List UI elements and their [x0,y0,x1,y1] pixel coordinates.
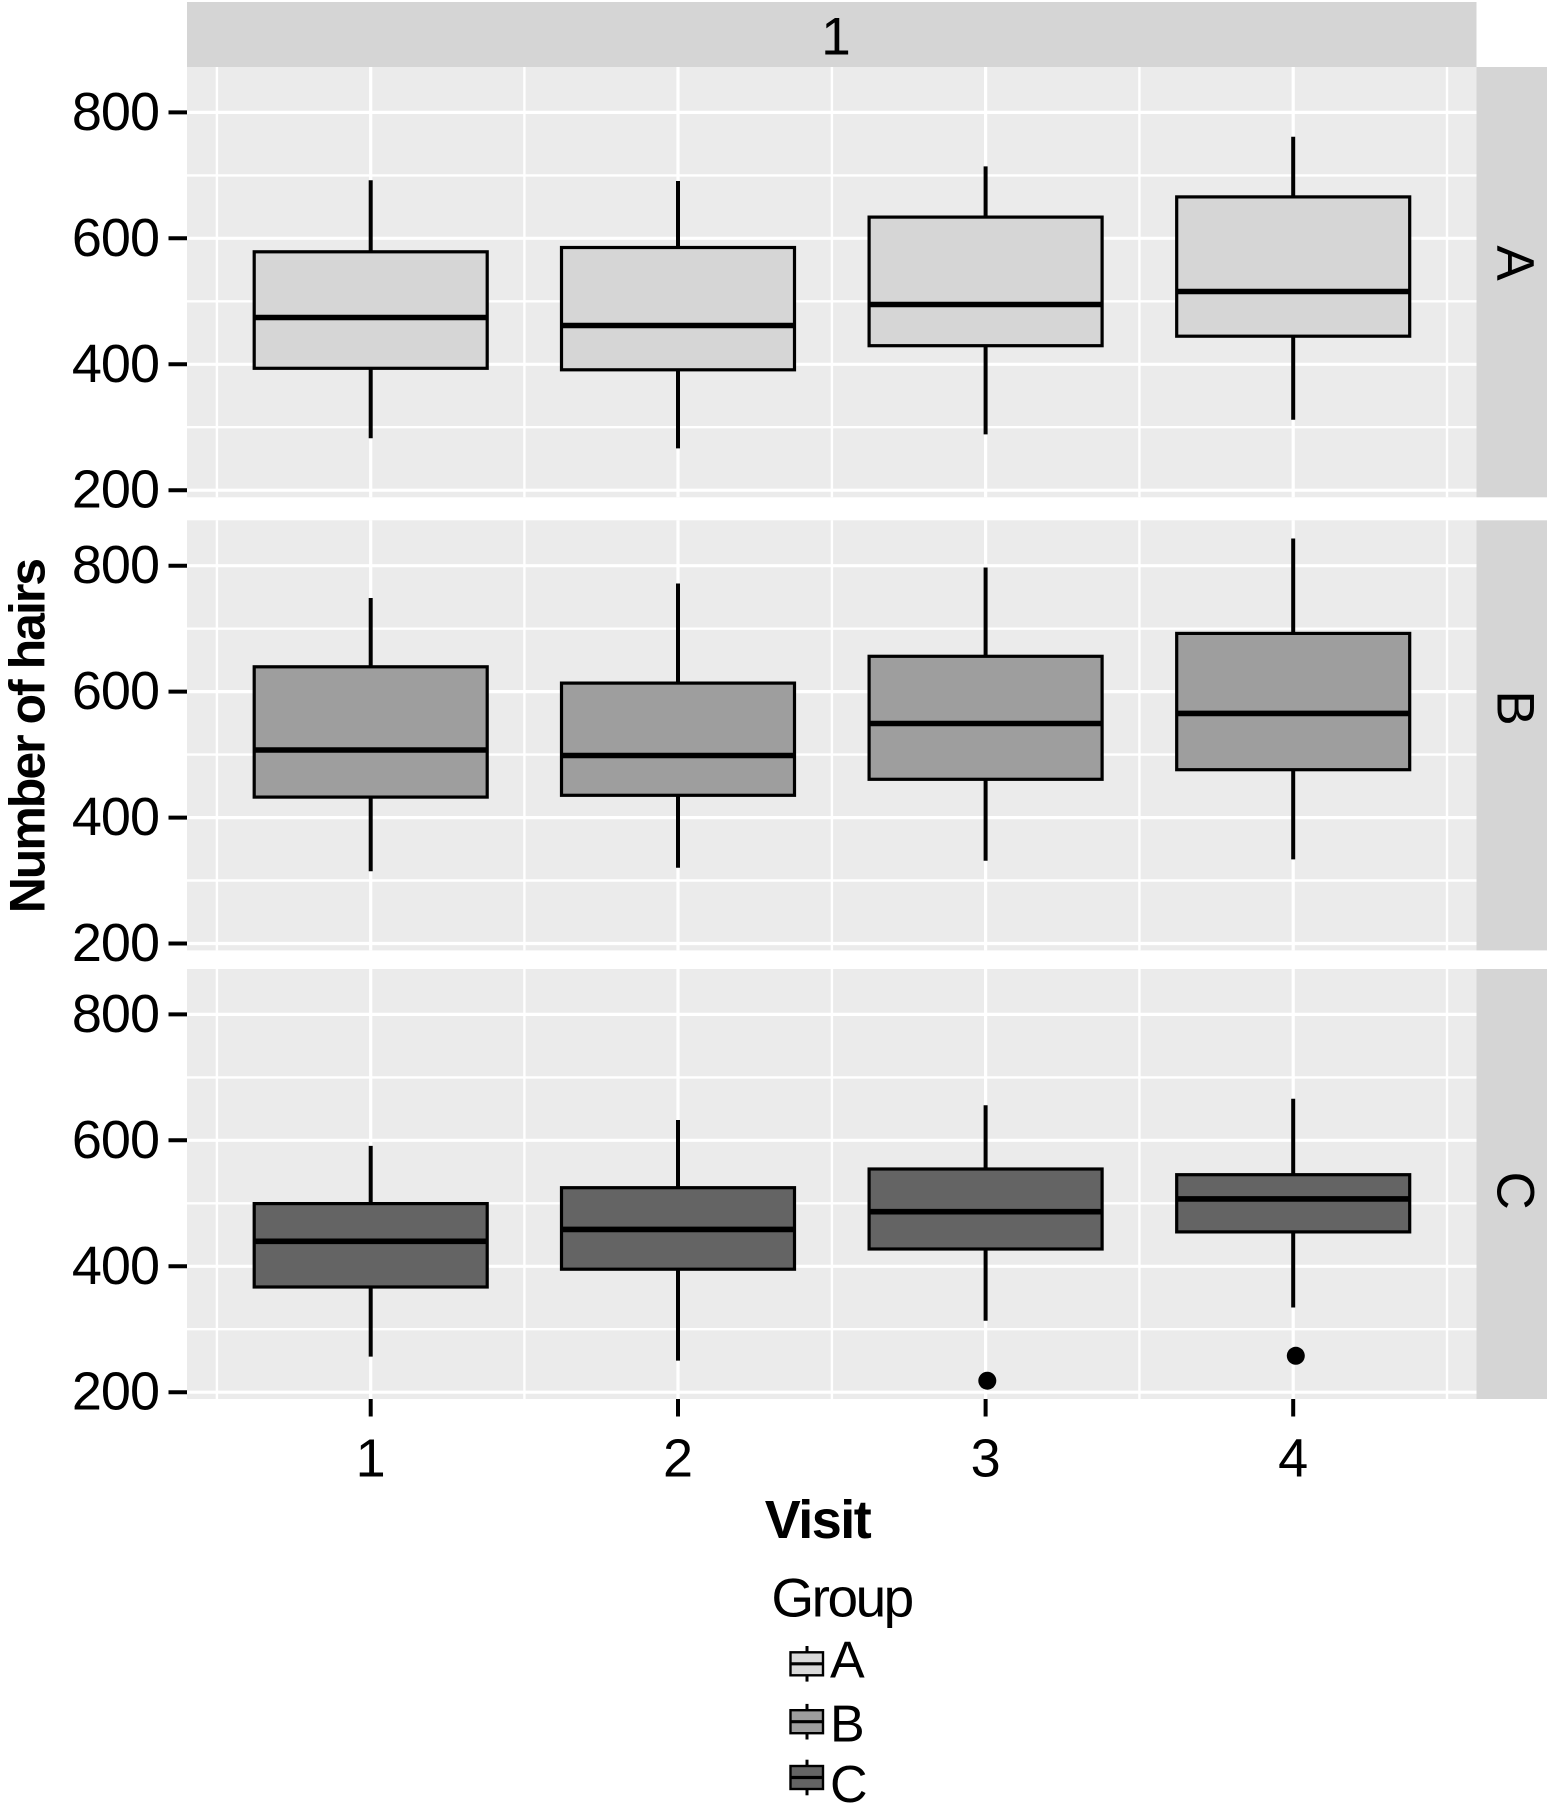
svg-text:600: 600 [72,208,159,268]
svg-text:B: B [830,1695,865,1753]
svg-text:600: 600 [72,661,159,721]
svg-text:200: 200 [72,913,159,973]
svg-text:4: 4 [1278,1429,1308,1489]
svg-text:600: 600 [72,1110,159,1170]
svg-text:200: 200 [72,1362,159,1422]
svg-text:400: 400 [72,787,159,847]
svg-text:Group: Group [771,1566,912,1628]
svg-text:1: 1 [821,8,850,67]
svg-text:Visit: Visit [765,1490,872,1550]
svg-text:400: 400 [72,334,159,394]
svg-text:800: 800 [72,535,159,595]
svg-text:C: C [1486,1171,1545,1209]
svg-text:C: C [830,1756,868,1804]
svg-text:2: 2 [663,1429,693,1489]
svg-text:3: 3 [971,1429,1001,1489]
svg-text:1: 1 [356,1429,386,1489]
svg-text:A: A [1486,245,1545,281]
svg-text:B: B [1486,690,1545,725]
svg-text:Number of hairs: Number of hairs [0,560,56,914]
svg-text:800: 800 [72,984,159,1044]
svg-text:A: A [830,1632,865,1690]
svg-text:400: 400 [72,1236,159,1296]
svg-text:200: 200 [72,460,159,520]
svg-text:800: 800 [72,82,159,142]
